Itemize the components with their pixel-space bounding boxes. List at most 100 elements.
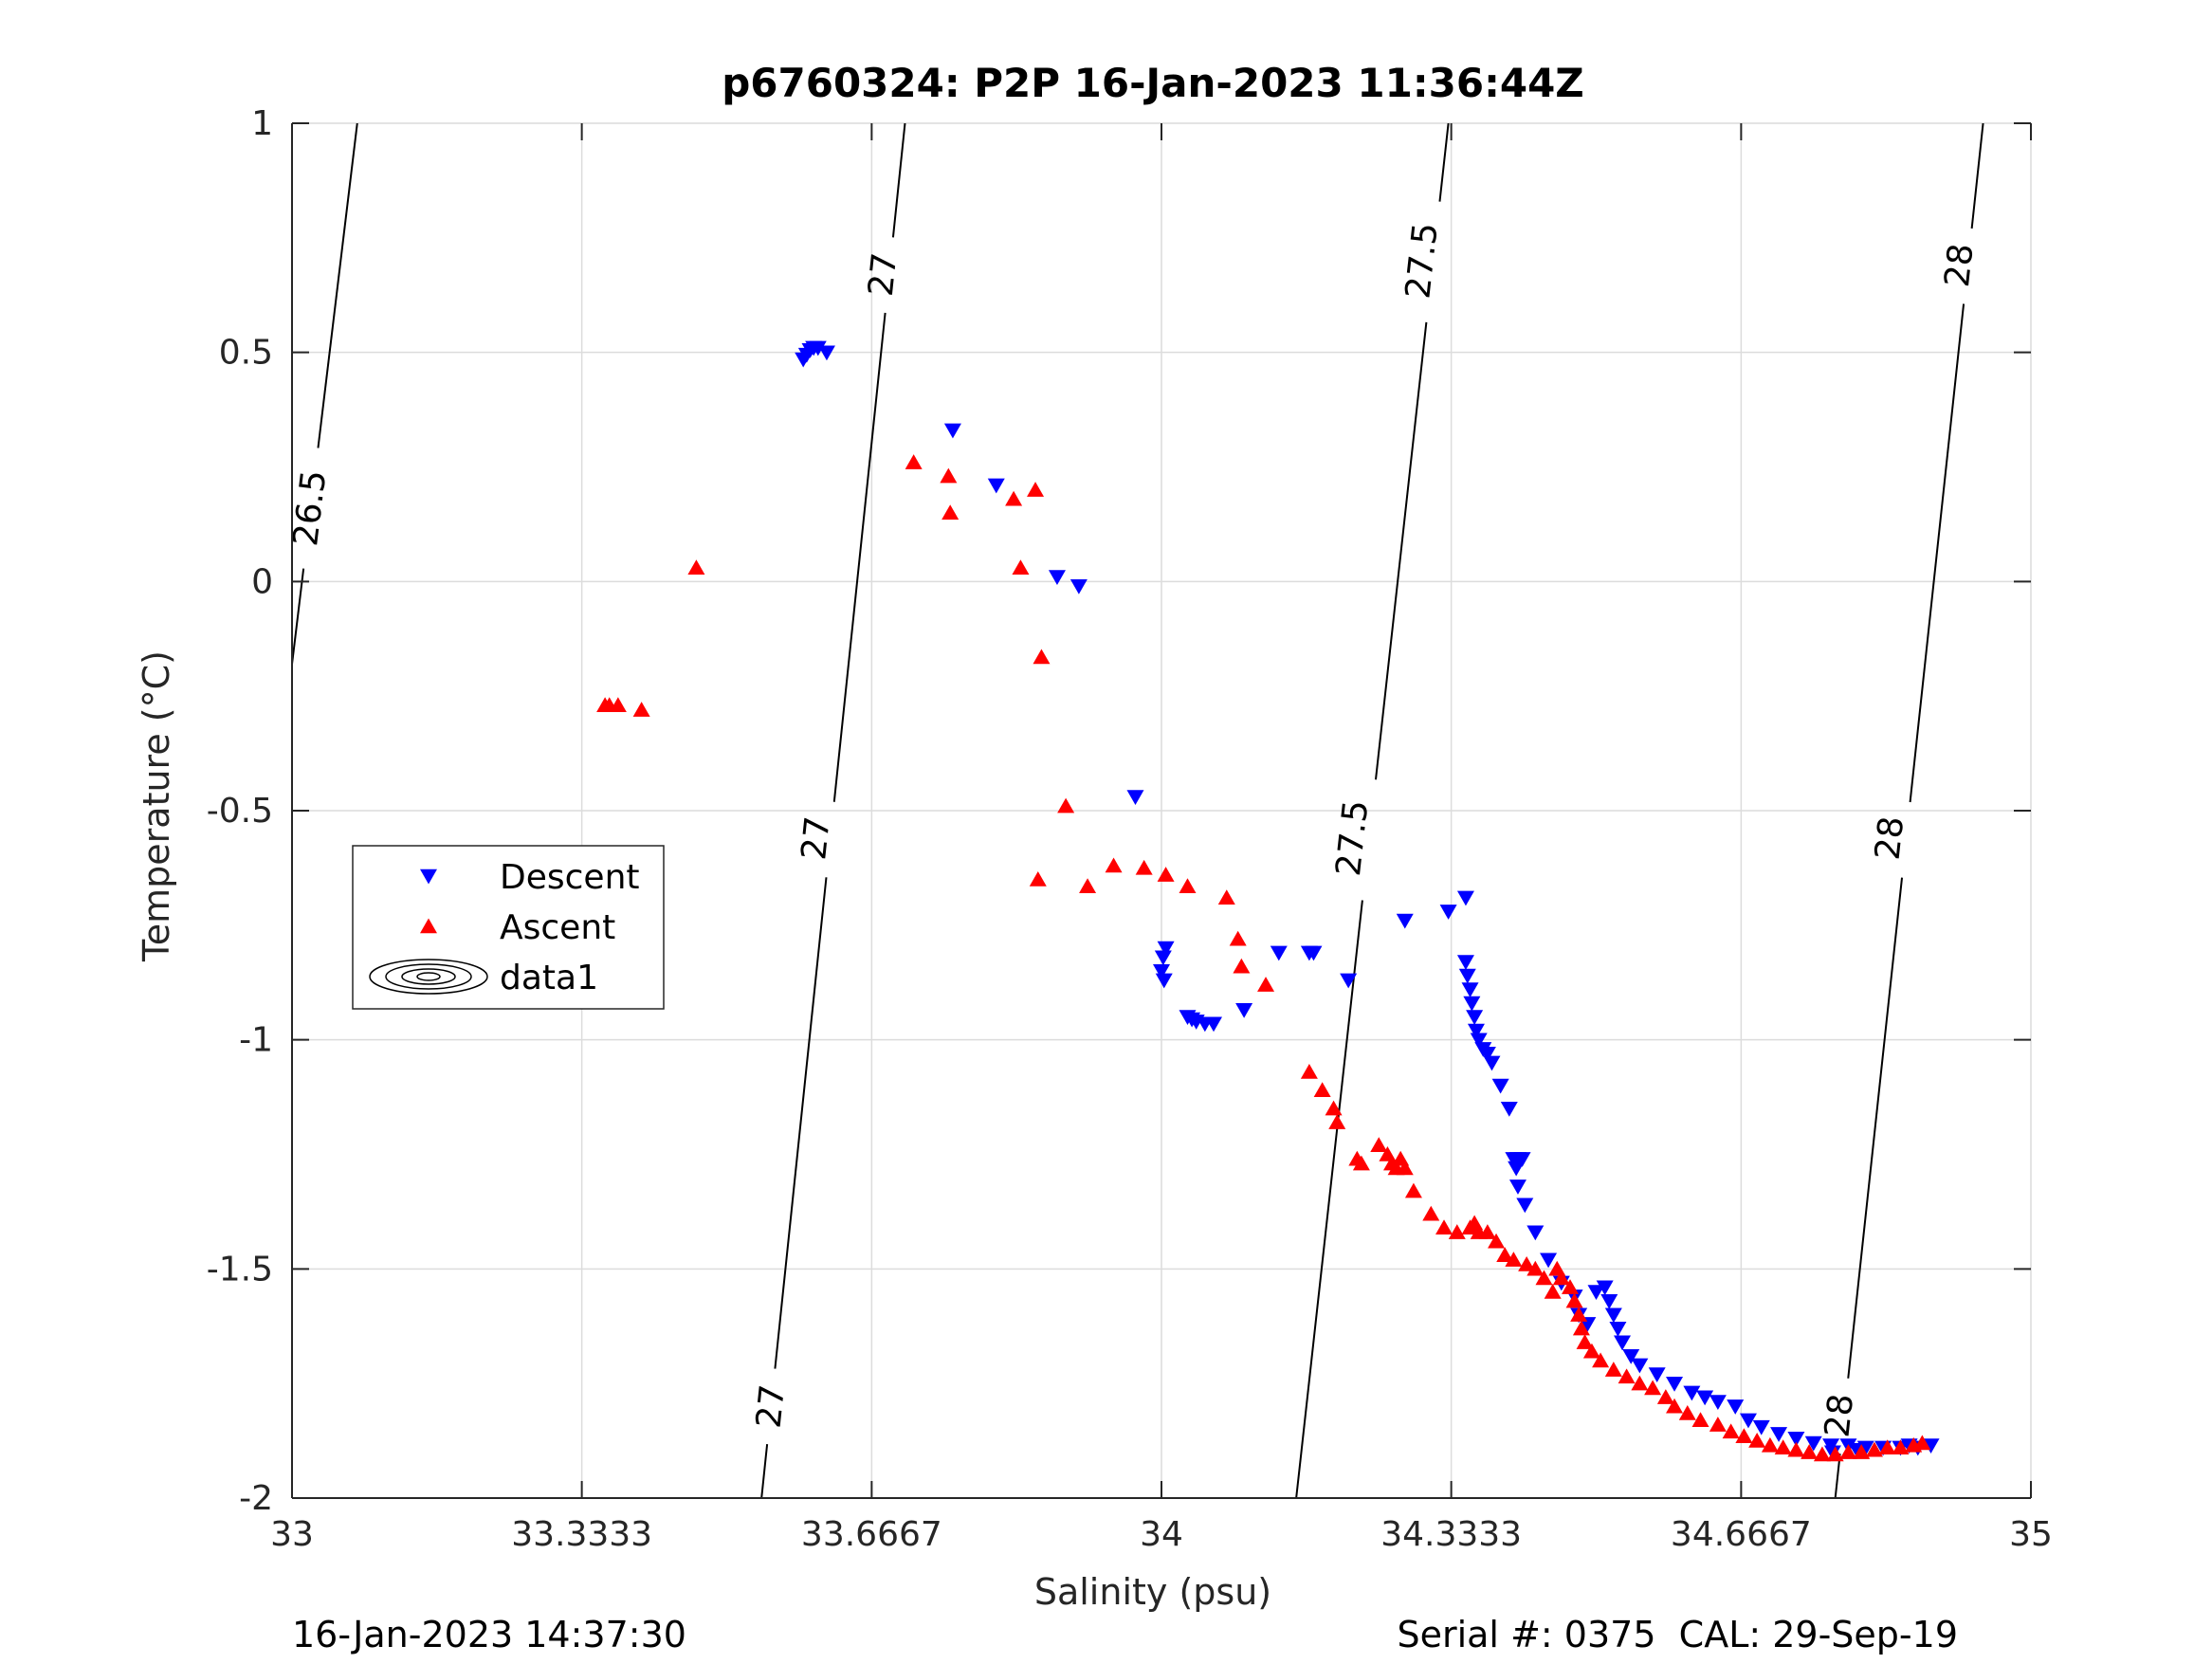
legend: Descent Ascent data1 [352,845,665,1010]
legend-contour-icon [416,972,441,981]
contour-line-27 [832,312,887,802]
descent-point [1770,1427,1788,1442]
ascent-point [1300,1063,1318,1079]
ascent-point [1135,859,1153,875]
contour-label-27-5: 27.5 [1398,221,1446,301]
ascent-point [687,559,705,576]
descent-point [1483,1055,1501,1071]
y-tick-label: -0.5 [207,792,273,831]
contour-label-27: 27 [795,814,838,862]
descent-point [1467,1023,1485,1039]
ascent-point [1313,1082,1331,1098]
ascent-point [1057,797,1075,814]
ascent-point [941,504,960,521]
contour-line-27-5 [1374,321,1428,780]
descent-point [1491,1078,1509,1094]
descent-point [809,340,827,357]
ascent-point [1435,1219,1453,1235]
descent-point [1666,1376,1684,1392]
ascent-point [1544,1283,1562,1299]
contour-label-28: 28 [1938,242,1982,289]
footer-serial-cal: Serial #: 0375 CAL: 29-Sep-19 [1397,1614,1958,1655]
y-axis-label: Temperature (°C) [136,650,177,962]
x-tick-label: 33.3333 [511,1515,652,1554]
descent-point [1709,1395,1727,1411]
ascent-point [1157,867,1175,882]
ascent-point [1678,1405,1696,1420]
descent-point [1622,1348,1640,1364]
ascent-point [1404,1182,1422,1198]
descent-point [1516,1198,1534,1214]
contour-line-28 [1970,123,1984,229]
footer-timestamp: 16-Jan-2023 14:37:30 [292,1614,686,1655]
ascent-point [1892,1439,1910,1455]
x-tick-label: 34.3333 [1380,1515,1522,1554]
descent-point [1604,1307,1622,1324]
ascent-point [609,697,627,713]
contour-label-28: 28 [1818,1392,1861,1439]
x-tick-label: 33.6667 [801,1515,942,1554]
descent-point [1205,1016,1223,1033]
descent-point [817,345,835,361]
descent-point [1461,982,1479,998]
legend-label-ascent: Ascent [500,908,615,947]
contour-line-26-5 [292,568,305,665]
ascent-point [1826,1446,1844,1462]
legend-contour-icon [385,963,472,990]
ascent-point [1656,1389,1674,1404]
legend-contour-icon [369,959,488,995]
ascent-point [1488,1233,1506,1249]
ascent-point [1552,1270,1570,1286]
legend-label-data1: data1 [500,959,598,997]
ascent-point [1027,482,1045,497]
descent-point [1463,996,1481,1012]
ascent-point [1005,490,1023,506]
ascent-point [1105,857,1123,873]
ascent-point [1839,1444,1857,1459]
ascent-point [1535,1270,1553,1286]
descent-point [1458,968,1476,984]
ascent-point [1179,878,1197,893]
ascent-point [1748,1433,1766,1448]
legend-marker-descent [420,869,437,885]
y-tick-label: -1.5 [207,1250,273,1289]
y-tick-label: -1 [239,1021,273,1060]
descent-point [1069,578,1088,594]
descent-point [1048,570,1066,586]
ascent-point [1913,1435,1931,1451]
descent-point [1154,950,1172,966]
chart-title: p6760324: P2P 16-Jan-2023 11:36:44Z [722,60,1584,106]
ascent-point [1787,1441,1805,1457]
ascent-point [1666,1398,1684,1414]
descent-point [1696,1390,1714,1406]
descent-point [1235,1003,1253,1018]
descent-point [1396,913,1414,929]
descent-point [1513,1152,1531,1167]
contour-line-28 [1909,303,1965,803]
descent-point [1526,1225,1545,1241]
descent-point [1804,1435,1822,1452]
descent-point [1466,1010,1484,1026]
descent-point [1155,973,1173,989]
ascent-point [1526,1260,1545,1276]
x-tick-label: 35 [2009,1515,2053,1554]
contour-line-26-5 [317,123,358,448]
contour-line-27 [774,877,828,1369]
descent-point [1478,1046,1496,1062]
descent-point [1456,890,1474,906]
ascent-point [1561,1279,1579,1294]
ascent-point [1079,878,1097,893]
descent-point [1153,963,1170,979]
y-tick-label: 0.5 [219,334,273,373]
contour-line-27-5 [1295,900,1363,1498]
ascent-point [632,702,650,717]
ascent-point [1370,1137,1388,1153]
ascent-point [1033,649,1051,665]
ascent-point [1325,1100,1343,1116]
y-tick-label: 0 [251,562,273,601]
ascent-point [1576,1334,1594,1349]
x-tick-label: 34.6667 [1671,1515,1812,1554]
ascent-point [905,454,923,469]
ascent-point [1422,1205,1440,1221]
